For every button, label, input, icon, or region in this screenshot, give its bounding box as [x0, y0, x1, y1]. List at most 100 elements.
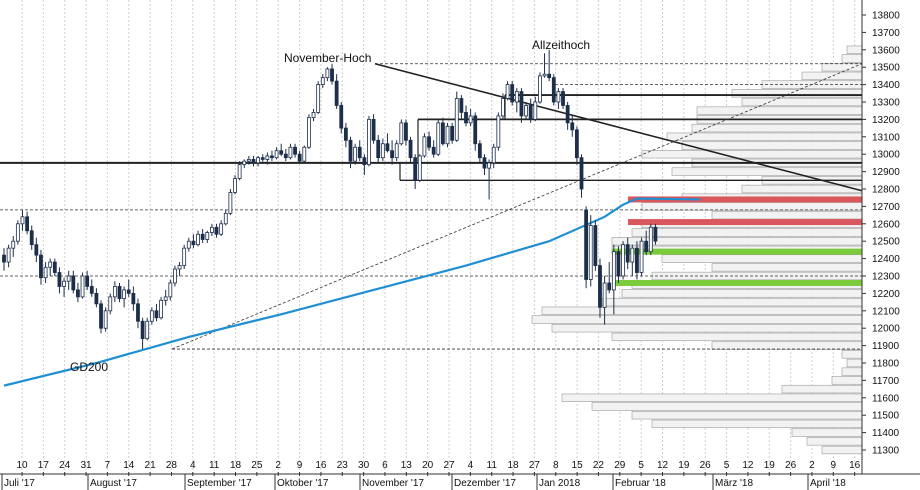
candle-body	[408, 139, 413, 159]
candle-body	[325, 68, 330, 79]
volume-profile-bar	[821, 63, 863, 72]
candle-body	[404, 122, 408, 141]
candle-body	[316, 84, 321, 113]
candle-body	[339, 105, 344, 129]
x-month-label: Jan 2018	[539, 478, 581, 489]
candle-body	[454, 98, 459, 141]
candle-body	[20, 216, 25, 225]
volume-profile-bar	[841, 367, 863, 376]
x-tick-label: 18	[230, 460, 242, 471]
x-tick-label: 31	[80, 460, 92, 471]
volume-profile-bar	[841, 350, 863, 359]
candle-body	[270, 155, 274, 159]
candle-body	[159, 299, 163, 319]
candle-body	[584, 209, 589, 280]
downtrend-line	[374, 62, 863, 192]
y-tick-label: 13500	[872, 63, 900, 74]
candle-body	[445, 125, 450, 145]
x-month-label: November '17	[362, 478, 424, 489]
x-tick-label: 17	[38, 460, 50, 471]
candle-body	[94, 292, 99, 305]
candle-body	[186, 240, 191, 249]
volume-profile-bar	[611, 332, 863, 342]
candle-body	[588, 225, 593, 280]
candle-body	[288, 146, 293, 159]
y-tick-label: 11900	[872, 341, 900, 352]
candle-body	[343, 127, 348, 141]
y-tick-label: 11800	[872, 359, 900, 370]
candle-body	[450, 125, 455, 141]
x-tick-label: 14	[123, 460, 135, 471]
x-month-label: April '18	[810, 478, 846, 489]
candle-body	[574, 129, 579, 159]
candle-body	[140, 320, 145, 340]
candle-body	[149, 310, 154, 322]
candle-body	[602, 282, 607, 308]
candle-body	[173, 268, 177, 284]
candle-body	[644, 240, 649, 253]
candle-body	[385, 143, 390, 152]
volume-profile-bar	[621, 289, 863, 298]
x-tick-label: 21	[145, 460, 157, 471]
candle-body	[551, 77, 556, 103]
x-tick-label: 7	[105, 460, 111, 471]
y-tick-label: 13100	[872, 132, 900, 143]
candle-body	[11, 240, 16, 249]
x-tick-label: 20	[422, 460, 434, 471]
candle-body	[131, 292, 136, 305]
vertical-gridlines	[21, 0, 856, 474]
candle-body	[283, 153, 288, 159]
candle-body	[320, 77, 325, 85]
candle-body	[6, 247, 11, 263]
candle-body	[260, 157, 265, 160]
volume-profile-bar	[741, 97, 863, 107]
volume-profile-bar	[846, 45, 863, 54]
resistance-zone	[628, 219, 862, 226]
x-month-label: August '17	[90, 478, 137, 489]
candle-body	[223, 212, 228, 225]
x-tick-label: 12	[742, 460, 754, 471]
candle-body	[256, 157, 261, 164]
volume-profile-bar	[641, 150, 863, 159]
y-tick-label: 13800	[872, 11, 900, 22]
candle-body	[635, 247, 639, 273]
uptrend-line	[171, 63, 863, 350]
candle-body	[196, 233, 200, 246]
y-tick-label: 11300	[872, 446, 900, 457]
candle-body	[394, 143, 399, 159]
x-tick-label: 10	[16, 460, 28, 471]
x-tick-label: 28	[166, 460, 178, 471]
candle-body	[251, 159, 256, 164]
y-tick-label: 13600	[872, 45, 900, 56]
volume-profile-bar	[821, 445, 863, 455]
candle-body	[482, 157, 487, 169]
candle-body	[293, 146, 297, 155]
x-tick-label: 4	[468, 460, 474, 471]
candle-body	[390, 150, 394, 159]
candle-body	[122, 289, 127, 300]
candle-body	[307, 117, 311, 148]
x-tick-label: 27	[443, 460, 455, 471]
volume-profile-bar	[531, 315, 863, 324]
volume-profile-bar	[671, 167, 863, 176]
support-zone	[612, 248, 862, 255]
candle-body	[52, 261, 57, 273]
volume-profile-bar	[696, 106, 863, 115]
y-tick-label: 13700	[872, 28, 900, 39]
x-tick-label: 18	[507, 460, 519, 471]
candle-body	[533, 101, 538, 120]
y-tick-label: 12000	[872, 324, 900, 335]
y-tick-label: 12300	[872, 272, 900, 283]
candle-body	[653, 226, 658, 242]
x-tick-label: 26	[700, 460, 712, 471]
volume-profile-bar	[681, 141, 863, 150]
y-tick-label: 12800	[872, 185, 900, 196]
candle-body	[570, 122, 575, 131]
x-tick-label: 2	[275, 460, 281, 471]
candle-body	[89, 286, 94, 294]
candle-body	[99, 303, 103, 329]
y-tick-label: 13300	[872, 98, 900, 109]
month-labels: Juli '17 August '17 September '17 Oktober '…	[1, 474, 846, 490]
candle-body	[440, 122, 445, 145]
candle-body	[2, 254, 6, 263]
